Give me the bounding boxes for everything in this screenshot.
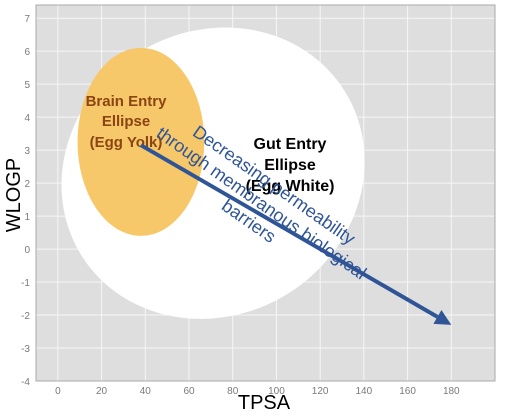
y-tick-label: 3 bbox=[24, 146, 30, 157]
brain-entry-label-line-3: (Egg Yolk) bbox=[90, 134, 163, 151]
y-tick-label: -1 bbox=[21, 278, 30, 289]
gut-entry-label-line-3: (Egg White) bbox=[246, 178, 335, 195]
y-tick-label: 1 bbox=[24, 212, 30, 223]
x-tick-label: 120 bbox=[312, 386, 329, 397]
x-tick-label: 180 bbox=[443, 386, 460, 397]
x-tick-label: 0 bbox=[55, 386, 61, 397]
x-tick-label: 40 bbox=[140, 386, 152, 397]
y-tick-label: 7 bbox=[24, 14, 30, 25]
y-tick-label: 2 bbox=[24, 179, 30, 190]
gut-entry-label-line-1: Gut Entry bbox=[254, 136, 327, 153]
gut-entry-label-line-2: Ellipse bbox=[264, 157, 316, 174]
x-tick-label: 100 bbox=[268, 386, 285, 397]
permeability-arrow-head bbox=[433, 309, 452, 325]
x-tick-label: 60 bbox=[183, 386, 195, 397]
x-tick-labels: 0 20 40 60 80 100 120 140 160 180 bbox=[55, 386, 460, 397]
y-tick-label: 5 bbox=[24, 80, 30, 91]
brain-entry-ellipse bbox=[77, 47, 205, 236]
y-tick-label: -4 bbox=[21, 377, 30, 388]
y-tick-label: 4 bbox=[24, 113, 30, 124]
x-tick-label: 160 bbox=[399, 386, 416, 397]
y-axis-title: WLOGP bbox=[3, 158, 25, 232]
brain-entry-label-line-2: Ellipse bbox=[102, 113, 150, 130]
x-tick-label: 140 bbox=[356, 386, 373, 397]
plot-frame bbox=[35, 4, 496, 382]
x-tick-label: 80 bbox=[227, 386, 239, 397]
y-tick-labels: -4 -3 -2 -1 0 1 2 3 4 5 6 7 bbox=[21, 14, 30, 388]
x-axis-title: TPSA bbox=[238, 392, 291, 414]
y-tick-label: 0 bbox=[24, 245, 30, 256]
y-tick-label: -2 bbox=[21, 311, 30, 322]
y-tick-label: 6 bbox=[24, 47, 30, 58]
x-tick-label: 20 bbox=[96, 386, 108, 397]
brain-entry-label-line-1: Brain Entry bbox=[86, 93, 168, 110]
permeability-arrow bbox=[139, 143, 439, 319]
y-tick-label: -3 bbox=[21, 344, 30, 355]
